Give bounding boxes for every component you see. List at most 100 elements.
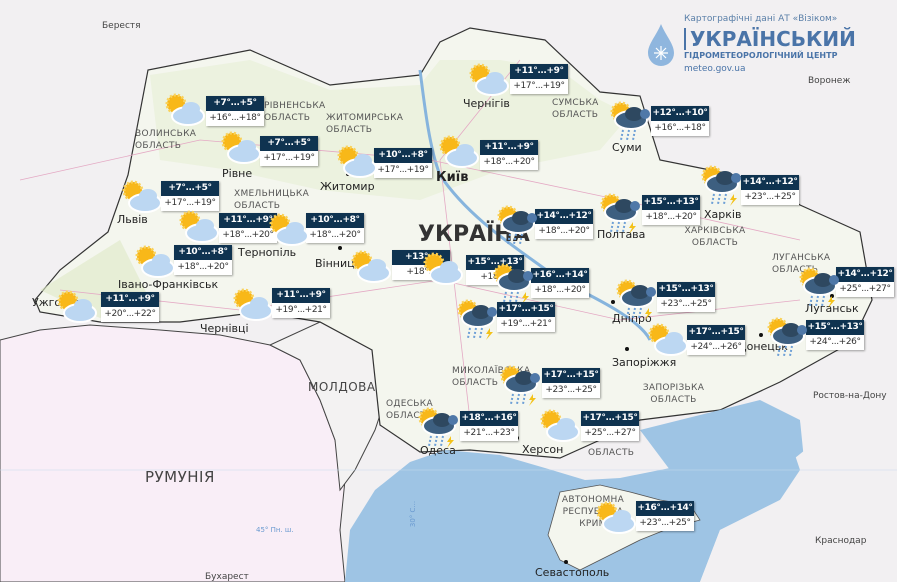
cloud-icon bbox=[239, 297, 273, 321]
forecast-label[interactable]: +14°...+12° +23°...+25° bbox=[741, 175, 799, 205]
forecast-label[interactable]: +12°...+10° +16°...+18° bbox=[651, 106, 709, 136]
forecast-label[interactable]: +14°...+12° +18°...+20° bbox=[535, 209, 593, 239]
cloud-icon bbox=[602, 510, 636, 534]
city-label-donetsk: Донецьк bbox=[738, 340, 788, 353]
day-temperature: +23°...+25° bbox=[657, 297, 715, 312]
region-label-mykolaiv: МИКОЛАЇВСЬКА ОБЛАСТЬ bbox=[452, 366, 531, 388]
map-data-credit: Картографічні дані АТ «Візіком» bbox=[684, 14, 838, 24]
lightning-icon bbox=[529, 394, 536, 406]
region-label-zaporizhzhia: ЗАПОРІЗЬКА ОБЛАСТЬ bbox=[642, 383, 705, 405]
day-temperature: +25°...+27° bbox=[836, 282, 894, 297]
cloud-icon bbox=[185, 219, 219, 243]
logo-url[interactable]: meteo.gov.ua bbox=[684, 64, 746, 74]
night-temperature: +12°...+10° bbox=[651, 106, 709, 121]
night-temperature: +17°...+15° bbox=[581, 411, 639, 426]
dark-cloud-icon bbox=[771, 323, 807, 346]
night-temperature: +14°...+12° bbox=[741, 175, 799, 190]
region-label-zhytomyr: ЖИТОМИРСЬКА ОБЛАСТЬ bbox=[326, 113, 404, 135]
night-temperature: +10°...+8° bbox=[306, 213, 364, 228]
romania-area bbox=[0, 324, 346, 582]
thunderstorm-weather-icon bbox=[411, 402, 459, 448]
city-label-odesa: Одеса bbox=[420, 444, 456, 457]
forecast-label[interactable]: +17°...+15° +23°...+25° bbox=[542, 368, 600, 398]
forecast-label[interactable]: +7°...+5° +17°...+19° bbox=[260, 136, 318, 166]
city-label-berestia: Берестя bbox=[102, 21, 141, 31]
forecast-label[interactable]: +16°...+14° +18°...+20° bbox=[531, 268, 589, 298]
city-label-rostov: Ростов-на-Дону bbox=[813, 391, 887, 401]
forecast-label[interactable]: +11°...+9° +18°...+20° bbox=[219, 213, 277, 243]
night-temperature: +15°...+13° bbox=[806, 320, 864, 335]
ukrhydromet-logo[interactable]: Картографічні дані АТ «Візіком» УКРАЇНСЬ… bbox=[640, 10, 856, 80]
night-temperature: +7°...+5° bbox=[260, 136, 318, 151]
cloud-icon bbox=[546, 418, 580, 442]
night-temperature: +15°...+13° bbox=[466, 255, 524, 270]
dark-cloud-icon bbox=[604, 199, 640, 222]
forecast-label[interactable]: +11°...+9° +20°...+22° bbox=[101, 292, 159, 322]
forecast-label[interactable]: +17°...+15° +24°...+26° bbox=[687, 325, 745, 355]
logo-title: УКРАЇНСЬКИЙ bbox=[684, 28, 856, 50]
region-label-sumy: СУМСЬКА ОБЛАСТЬ bbox=[552, 98, 599, 120]
forecast-label[interactable]: +15°...+13° +18°...+20° bbox=[642, 195, 700, 225]
dark-cloud-icon bbox=[501, 211, 537, 234]
forecast-label[interactable]: +10°...+8° +18°...+20° bbox=[306, 213, 364, 243]
city-label-vinnytsia: Вінниця bbox=[315, 257, 362, 270]
dark-cloud-icon bbox=[497, 269, 533, 292]
city-label-rivne: Рівне bbox=[222, 167, 253, 180]
forecast-label[interactable]: +15°...+13° +23°...+25° bbox=[657, 282, 715, 312]
day-temperature: +18°...+20° bbox=[535, 224, 593, 239]
cloud-icon bbox=[171, 102, 205, 126]
cloud-icon bbox=[275, 222, 309, 246]
day-temperature: +23°...+25° bbox=[741, 190, 799, 205]
city-label-bucharest: Бухарест bbox=[205, 572, 249, 582]
forecast-label[interactable]: +11°...+9° +17°...+19° bbox=[510, 64, 568, 94]
city-label-krasnodar: Краснодар bbox=[815, 536, 867, 546]
rain-weather-icon bbox=[760, 312, 808, 358]
night-temperature: +7°...+5° bbox=[206, 96, 264, 111]
cloud-icon bbox=[128, 189, 162, 213]
rain-icon bbox=[507, 233, 523, 245]
day-temperature: +17°...+19° bbox=[260, 151, 318, 166]
forecast-label[interactable]: +15°...+13° +24°...+26° bbox=[806, 320, 864, 350]
forecast-label[interactable]: +10°...+8° +18°...+20° bbox=[174, 245, 232, 275]
forecast-label[interactable]: +11°...+9° +19°...+21° bbox=[272, 288, 330, 318]
night-temperature: +14°...+12° bbox=[535, 209, 593, 224]
day-temperature: +25°...+27° bbox=[581, 426, 639, 441]
day-temperature: +18°...+20° bbox=[642, 210, 700, 225]
thunderstorm-weather-icon bbox=[694, 160, 742, 206]
country-label-moldova: МОЛДОВА bbox=[308, 380, 376, 394]
cloud-icon bbox=[141, 254, 175, 278]
forecast-label[interactable]: +7°...+5° +17°...+19° bbox=[161, 181, 219, 211]
forecast-label[interactable]: +18°...+16° +21°...+23° bbox=[460, 411, 518, 441]
day-temperature: +18°...+20° bbox=[480, 155, 538, 170]
forecast-label[interactable]: +11°...+9° +18°...+20° bbox=[480, 140, 538, 170]
partly-cloudy-weather-icon bbox=[50, 285, 98, 331]
city-dot bbox=[625, 347, 629, 351]
night-temperature: +16°...+14° bbox=[531, 268, 589, 283]
night-temperature: +15°...+13° bbox=[657, 282, 715, 297]
thunderstorm-weather-icon bbox=[593, 188, 641, 234]
day-temperature: +17°...+19° bbox=[161, 196, 219, 211]
forecast-label[interactable]: +14°...+12° +25°...+27° bbox=[836, 267, 894, 297]
forecast-label[interactable]: +10°...+8° +17°...+19° bbox=[374, 148, 432, 178]
thunderstorm-weather-icon bbox=[486, 258, 534, 304]
thunderstorm-weather-icon bbox=[609, 274, 657, 320]
partly-cloudy-weather-icon bbox=[641, 318, 689, 364]
cloud-icon bbox=[429, 261, 463, 285]
forecast-label[interactable]: +16°...+14° +23°...+25° bbox=[636, 501, 694, 531]
dark-cloud-icon bbox=[705, 171, 741, 194]
partly-cloudy-weather-icon bbox=[344, 245, 392, 291]
night-temperature: +10°...+8° bbox=[374, 148, 432, 163]
cloud-icon bbox=[63, 299, 97, 323]
forecast-label[interactable]: +17°...+15° +25°...+27° bbox=[581, 411, 639, 441]
rain-icon bbox=[711, 193, 727, 205]
night-temperature: +11°...+9° bbox=[219, 213, 277, 228]
rain-icon bbox=[620, 129, 636, 141]
forecast-label[interactable]: +17°...+15° +19°...+21° bbox=[497, 302, 555, 332]
day-temperature: +21°...+23° bbox=[460, 426, 518, 441]
parallel-label: 45° Пн. ш. bbox=[256, 526, 294, 534]
cloud-icon bbox=[475, 72, 509, 96]
city-label-zhytomyr: Житомир bbox=[320, 180, 375, 193]
region-label-volyn: ВОЛИНСЬКА ОБЛАСТЬ bbox=[135, 129, 197, 151]
forecast-label[interactable]: +7°...+5° +16°...+18° bbox=[206, 96, 264, 126]
region-label-luhansk: ЛУГАНСЬКА ОБЛАСТЬ bbox=[772, 253, 831, 275]
